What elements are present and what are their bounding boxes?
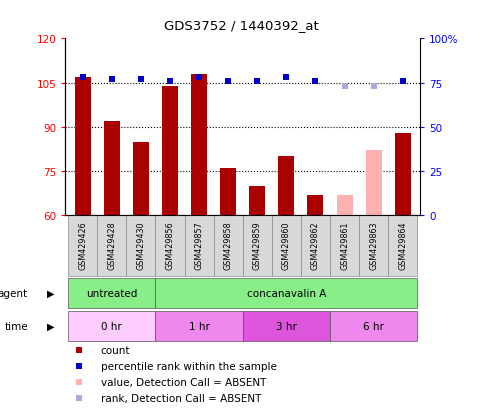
Text: 0 hr: 0 hr [101, 321, 122, 331]
Bar [213, 216, 243, 276]
Text: 1 hr: 1 hr [189, 321, 210, 331]
Point [399, 78, 407, 85]
Text: concanavalin A: concanavalin A [247, 288, 326, 298]
Point [79, 75, 86, 81]
Bar [243, 216, 272, 276]
Bar [156, 311, 243, 341]
Point [254, 78, 261, 85]
Bar [388, 216, 417, 276]
Text: GSM429426: GSM429426 [78, 221, 87, 269]
Bar [162, 86, 178, 216]
Point [166, 78, 174, 85]
Bar [366, 151, 382, 216]
Text: GSM429862: GSM429862 [311, 221, 320, 269]
Bar [278, 157, 294, 216]
Text: 6 hr: 6 hr [363, 321, 384, 331]
Point [224, 78, 232, 85]
Bar [337, 195, 353, 216]
Point [108, 76, 115, 83]
Bar [243, 311, 330, 341]
Text: GSM429863: GSM429863 [369, 221, 378, 269]
Text: 3 hr: 3 hr [276, 321, 297, 331]
Point [195, 75, 203, 81]
Bar [330, 216, 359, 276]
Bar [272, 216, 301, 276]
Bar [359, 216, 388, 276]
Point [368, 276, 376, 283]
Bar [308, 195, 324, 216]
Text: GSM429858: GSM429858 [224, 221, 233, 269]
Text: GDS3752 / 1440392_at: GDS3752 / 1440392_at [164, 19, 319, 31]
Bar [220, 169, 236, 216]
Point [283, 75, 290, 81]
Bar [330, 311, 417, 341]
Bar [191, 74, 207, 216]
Text: untreated: untreated [86, 288, 138, 298]
Bar [97, 216, 127, 276]
Bar [127, 216, 156, 276]
Text: agent: agent [0, 288, 28, 298]
Bar [156, 216, 185, 276]
Point [312, 78, 319, 85]
Text: count: count [101, 346, 130, 356]
Text: ▶: ▶ [47, 288, 55, 298]
Bar [185, 216, 213, 276]
Bar [249, 186, 265, 216]
Bar [68, 216, 97, 276]
Point [341, 83, 348, 90]
Text: GSM429857: GSM429857 [195, 221, 203, 269]
Text: time: time [4, 321, 28, 331]
Bar [301, 216, 330, 276]
Text: rank, Detection Call = ABSENT: rank, Detection Call = ABSENT [101, 393, 261, 403]
Bar [104, 121, 120, 216]
Text: GSM429859: GSM429859 [253, 221, 262, 269]
Text: GSM429856: GSM429856 [166, 221, 174, 269]
Text: GSM429861: GSM429861 [340, 221, 349, 269]
Bar [68, 311, 156, 341]
Text: percentile rank within the sample: percentile rank within the sample [101, 361, 277, 371]
Bar [68, 278, 156, 308]
Point [370, 83, 378, 90]
Point [137, 76, 145, 83]
Text: GSM429428: GSM429428 [107, 221, 116, 269]
Text: ▶: ▶ [47, 321, 55, 331]
Point [368, 132, 376, 138]
Text: value, Detection Call = ABSENT: value, Detection Call = ABSENT [101, 377, 266, 387]
Bar [395, 133, 411, 216]
Text: GSM429864: GSM429864 [398, 221, 407, 269]
Text: GSM429430: GSM429430 [136, 221, 145, 269]
Bar [156, 278, 417, 308]
Text: GSM429860: GSM429860 [282, 221, 291, 269]
Bar [133, 142, 149, 216]
Bar [75, 78, 91, 216]
